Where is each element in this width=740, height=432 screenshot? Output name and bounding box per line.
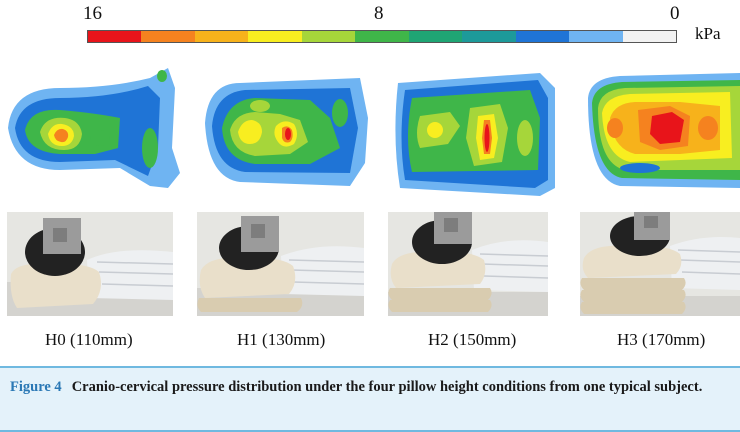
panel-label-h3: H3 (170mm) <box>617 330 706 349</box>
figure-number: Figure 4 <box>10 379 62 395</box>
colorbar-segment <box>462 31 516 42</box>
colorbar-segment <box>248 31 302 42</box>
colorbar-segment <box>88 31 142 42</box>
colorbar-tick-mid: 8 <box>374 3 384 24</box>
colorbar-segment <box>355 31 409 42</box>
pressure-colorbar <box>87 30 677 43</box>
colorbar-segment <box>408 31 463 42</box>
colorbar-segment <box>141 31 195 42</box>
colorbar-tick-max: 16 <box>83 3 102 24</box>
caption-text: Cranio-cervical pressure distribution un… <box>71 379 703 395</box>
photo-h0 <box>7 212 173 316</box>
colorbar-unit: kPa <box>695 24 721 43</box>
figure: 16 8 0 kPa <box>0 3 740 349</box>
pressure-map-h2 <box>390 58 558 208</box>
colorbar-segment <box>622 31 676 42</box>
photo-h3 <box>580 212 740 316</box>
photo-h1 <box>197 212 364 316</box>
colorbar-segment <box>515 31 570 42</box>
panel-label-h2: H2 (150mm) <box>428 330 517 349</box>
colorbar-segment <box>569 31 623 42</box>
pressure-map-h0 <box>0 58 188 208</box>
pressure-map-h1 <box>200 58 375 208</box>
panel-label-h1: H1 (130mm) <box>237 330 326 349</box>
pressure-map-h3 <box>580 58 740 208</box>
caption-bottom-rule <box>0 430 740 432</box>
panel-label-h0: H0 (110mm) <box>45 330 133 349</box>
colorbar-segment <box>194 31 249 42</box>
photo-h2 <box>388 212 548 316</box>
colorbar-segment <box>301 31 356 42</box>
caption-text-block: Figure 4 Cranio-cervical pressure distrib… <box>10 378 732 397</box>
colorbar-tick-min: 0 <box>670 3 680 24</box>
figure-caption: Figure 4 Cranio-cervical pressure distrib… <box>0 366 740 432</box>
